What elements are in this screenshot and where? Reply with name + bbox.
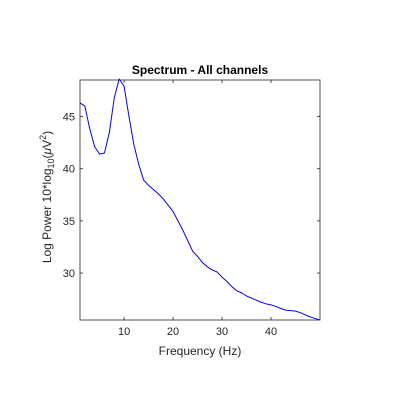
x-tick-label: 40 xyxy=(265,326,277,338)
y-tick-label: 30 xyxy=(63,268,75,280)
x-tick-label: 30 xyxy=(216,326,228,338)
y-axis-label-prefix: Log Power 10*log xyxy=(40,168,54,263)
x-tick-label: 10 xyxy=(118,326,130,338)
y-axis-label-mu: μ xyxy=(40,147,54,155)
y-axis-label-subscript: 10 xyxy=(46,158,56,168)
y-axis-label: Log Power 10*log10(μV2) xyxy=(38,131,56,263)
y-tick-label: 40 xyxy=(63,164,75,176)
x-axis-label: Frequency (Hz) xyxy=(159,344,242,358)
y-tick-label: 45 xyxy=(63,112,75,124)
series-line-1 xyxy=(79,78,321,321)
chart-title: Spectrum - All channels xyxy=(132,63,269,77)
y-axis-label-superscript: 2 xyxy=(38,135,48,140)
y-tick-label: 35 xyxy=(63,216,75,228)
axis-labels: 10 20 30 40 30 35 40 45 xyxy=(63,112,277,338)
plot-area xyxy=(79,78,321,321)
x-tick-label: 20 xyxy=(167,326,179,338)
y-axis-label-unit: V xyxy=(40,140,54,148)
y-axis-label-open-paren: ( xyxy=(40,154,54,158)
y-axis-label-close-paren: ) xyxy=(40,131,54,135)
tick-marks xyxy=(80,80,320,320)
axes xyxy=(79,79,321,321)
plot-frame xyxy=(79,79,321,321)
